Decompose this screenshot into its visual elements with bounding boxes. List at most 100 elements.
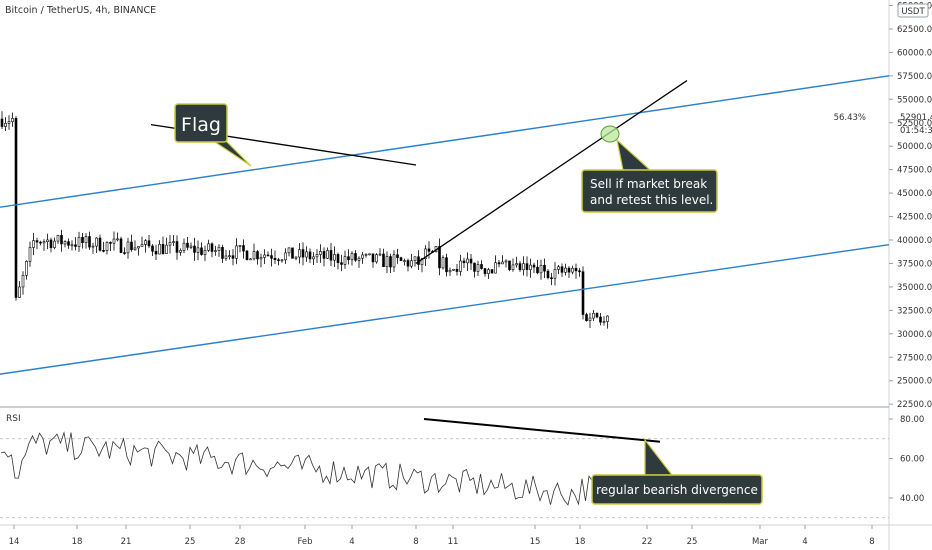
candle-body: [476, 264, 480, 272]
rsi-series: [0, 418, 661, 506]
currency-label: USDT: [901, 7, 925, 17]
time-tick-label: 22: [642, 537, 653, 547]
candle-body: [546, 270, 550, 279]
grid-layer: [0, 438, 889, 519]
time-tick-label: 25: [687, 537, 698, 547]
price-tick-label: 22500.00: [897, 400, 932, 410]
candle-body: [529, 264, 532, 270]
time-tick-label: Mar: [752, 537, 769, 547]
time-tick-label: 18: [72, 537, 83, 547]
candle-body: [560, 266, 564, 273]
candle-body: [130, 241, 133, 251]
candle-body: [0, 118, 4, 127]
candle-body: [214, 250, 217, 252]
rsi-tick-label: 40.00: [900, 494, 924, 504]
channel-line[interactable]: [0, 243, 890, 375]
candle-body: [273, 258, 277, 260]
candle-body: [116, 238, 119, 241]
candle-body: [326, 250, 329, 259]
candle-body: [361, 254, 364, 259]
candle-body: [392, 254, 396, 268]
candle-body: [154, 250, 158, 255]
price-tick-label: 60000.00: [897, 48, 932, 58]
candle-body: [231, 255, 235, 259]
retest-marker: [600, 125, 620, 143]
candle-body: [403, 260, 406, 262]
candle-body: [525, 263, 529, 270]
sell-callout-line1: Sell if market break: [590, 177, 707, 191]
rsi-callout[interactable]: [591, 474, 763, 505]
time-tick-label: 8: [869, 537, 874, 547]
channel-line[interactable]: [0, 75, 890, 208]
candle-body: [74, 244, 77, 247]
candle-body: [42, 241, 46, 244]
candle-body: [46, 239, 49, 242]
candle-body: [298, 249, 301, 258]
candle-body: [252, 251, 256, 260]
price-tick-label: 50000.00: [897, 142, 932, 152]
candle-body: [35, 240, 39, 243]
candle-body: [455, 268, 459, 272]
candle-body: [385, 256, 389, 268]
price-tick-label: 25000.00: [897, 377, 932, 387]
price-tick-label: 32500.00: [897, 306, 932, 316]
currency-badge[interactable]: [897, 3, 929, 18]
wedge-line[interactable]: [415, 80, 688, 264]
candle-body: [235, 245, 238, 259]
candle-body: [137, 246, 140, 249]
candle-body: [259, 257, 263, 260]
candle-body: [277, 259, 280, 261]
candle-body: [77, 236, 81, 247]
countdown-readout: 01:54:34: [900, 126, 932, 136]
candle-body: [126, 241, 130, 254]
candle-body: [210, 243, 214, 252]
last-price-readout: 52901.40: [900, 113, 932, 123]
candle-body: [399, 257, 403, 261]
candle-body: [487, 269, 490, 274]
rsi-callout-text: regular bearish divergence: [596, 483, 758, 497]
candle-body: [532, 264, 536, 268]
time-tick-label: 28: [235, 537, 246, 547]
candle-body: [438, 246, 441, 269]
candle-body: [172, 241, 175, 243]
candle-body: [63, 241, 67, 245]
time-tick-label: 25: [185, 537, 196, 547]
candle-body: [595, 313, 599, 318]
candle-body: [32, 240, 35, 248]
candlestick-series: [0, 111, 609, 329]
flag-callout[interactable]: [174, 103, 228, 143]
candle-body: [109, 242, 112, 244]
sell-callout[interactable]: [581, 169, 718, 213]
candle-body: [581, 271, 585, 315]
candle-body: [56, 235, 60, 242]
time-tick-label: 4: [802, 537, 807, 547]
candle-body: [578, 270, 581, 273]
candle-body: [25, 261, 28, 276]
candle-body: [375, 254, 378, 263]
candle-body: [452, 268, 455, 271]
candle-body: [448, 270, 452, 273]
candle-body: [228, 255, 231, 257]
candle-body: [179, 250, 182, 253]
candle-body: [196, 247, 200, 253]
candle-body: [364, 253, 368, 256]
candle-body: [287, 247, 291, 254]
candle-body: [504, 260, 508, 263]
price-tick-label: 30000.00: [897, 330, 932, 340]
candle-body: [81, 236, 84, 243]
candle-body: [102, 249, 105, 252]
candle-body: [585, 314, 588, 321]
rsi-tick-label: 80.00: [900, 415, 924, 425]
rsi-divergence-line[interactable]: [423, 418, 661, 443]
candle-body: [49, 239, 53, 248]
candle-body: [599, 316, 602, 323]
candle-body: [67, 241, 70, 246]
candle-body: [18, 286, 21, 298]
candle-body: [175, 241, 179, 253]
time-tick-label: 8: [413, 537, 418, 547]
candle-body: [84, 236, 88, 243]
price-tick-label: 27500.00: [897, 353, 932, 363]
candle-body: [224, 255, 228, 259]
price-tick-label: 47500.00: [897, 166, 932, 176]
